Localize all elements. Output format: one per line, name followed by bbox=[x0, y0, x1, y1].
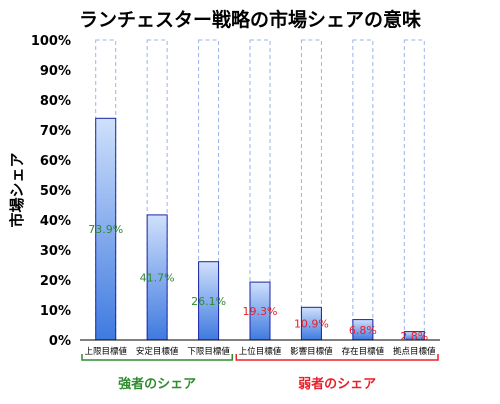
y-tick-label: 70% bbox=[40, 124, 71, 139]
data-label: 19.3% bbox=[243, 305, 278, 318]
y-tick-label: 60% bbox=[40, 154, 71, 169]
y-tick-label: 30% bbox=[40, 244, 71, 259]
y-tick-label: 40% bbox=[40, 214, 71, 229]
bar-max-outline bbox=[403, 39, 425, 341]
y-tick-label: 50% bbox=[40, 184, 71, 199]
group-label: 弱者のシェア bbox=[298, 376, 376, 392]
y-tick-label: 20% bbox=[40, 274, 71, 289]
x-tick-label: 上位目標値 bbox=[239, 346, 282, 357]
y-axis-label: 市場シェア bbox=[8, 152, 26, 227]
data-label: 10.9% bbox=[294, 318, 329, 331]
x-tick-label: 安定目標値 bbox=[136, 346, 179, 357]
data-label: 26.1% bbox=[191, 295, 226, 308]
y-tick-label: 80% bbox=[40, 94, 71, 109]
y-tick-label: 100% bbox=[31, 34, 71, 49]
bar-max-outline bbox=[300, 39, 322, 341]
x-tick-label: 上限目標値 bbox=[84, 346, 127, 357]
data-label: 2.8% bbox=[400, 330, 428, 343]
y-tick-label: 90% bbox=[40, 64, 71, 79]
group-bracket bbox=[235, 354, 439, 361]
y-tick-label: 10% bbox=[40, 304, 71, 319]
group-bracket bbox=[81, 354, 234, 361]
data-label: 41.7% bbox=[140, 271, 175, 284]
x-tick-label: 下限目標値 bbox=[187, 346, 230, 357]
x-tick-label: 影響目標値 bbox=[290, 346, 333, 357]
bar-max-outline bbox=[352, 39, 374, 341]
x-tick-label: 存在目標値 bbox=[342, 346, 385, 357]
group-label: 強者のシェア bbox=[118, 376, 196, 392]
data-label: 73.9% bbox=[88, 223, 123, 236]
x-tick-label: 拠点目標値 bbox=[393, 346, 436, 357]
data-label: 6.8% bbox=[349, 324, 377, 337]
chart-title: ランチェスター戦略の市場シェアの意味 bbox=[79, 8, 421, 31]
y-tick-label: 0% bbox=[49, 334, 71, 349]
